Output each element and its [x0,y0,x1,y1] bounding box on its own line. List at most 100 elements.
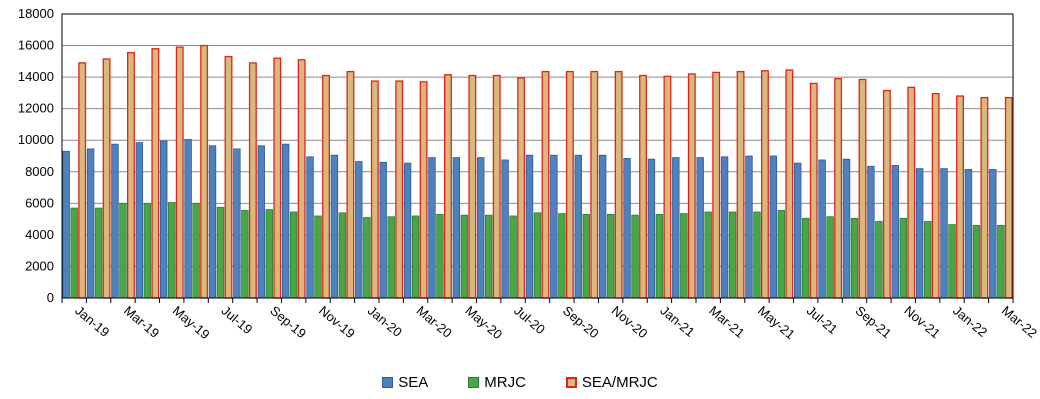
bar-mrjc [363,217,371,299]
bar-mrjc [728,211,737,299]
x-tick-label: Nov-21 [901,303,943,341]
bar-sea [867,165,875,299]
bar-mrjc [387,216,395,299]
x-tick-label: May-20 [462,303,505,342]
bar-sea [111,143,119,299]
bar-sea-mrjc [882,89,891,299]
bar-sea-mrjc [322,74,330,299]
bar-sea-mrjc [102,58,111,299]
bar-mrjc [606,213,615,299]
bar-mrjc [631,214,639,299]
bar-sea-mrjc [565,70,574,299]
bar-sea-mrjc [712,71,721,299]
legend-swatch-sea-mrjc [565,377,577,388]
axes [61,13,1014,303]
bar-mrjc [850,217,859,299]
bar-sea-mrjc [444,74,452,299]
bar-mrjc [899,217,907,299]
bar-sea-mrjc [541,70,550,299]
bar-mrjc [509,215,517,299]
bar-sea [403,162,412,299]
bar-sea [452,157,461,299]
y-tick-label: 18000 [18,6,54,21]
bar-mrjc [119,202,127,299]
bar-sea [842,158,851,299]
legend-item-sea-mrjc: SEA/MRJC [565,374,658,391]
bar-mrjc [94,207,103,299]
plot-area-border [61,13,1014,299]
x-tick-label: Jan-22 [950,303,990,340]
bar-sea-mrjc [395,80,404,299]
x-tick-label: Nov-20 [609,303,651,341]
bar-sea [184,139,192,299]
bar-sea-mrjc [809,82,818,299]
bar-mrjc [655,213,664,299]
bar-sea [257,145,265,299]
bar-sea [501,159,509,299]
bar-mrjc [777,210,786,299]
bar-sea [477,157,485,299]
bar-sea [550,154,558,299]
bar-sea-mrjc [200,44,209,299]
bar-sea-mrjc [78,62,87,299]
x-tick-label: May-19 [170,303,213,342]
bar-sea-mrjc [931,93,940,299]
bars [62,44,1013,299]
bar-mrjc [289,211,298,299]
bar-sea-mrjc [980,96,989,299]
bar-sea [769,155,778,299]
bar-mrjc [485,214,493,299]
bar-sea [525,154,534,299]
bar-sea-mrjc [1004,96,1013,299]
bar-mrjc [192,202,200,299]
bar-sea [135,142,144,299]
bar-sea-mrjc [419,81,428,299]
legend-swatch-sea [382,377,394,388]
bar-sea [208,145,217,299]
bar-mrjc [338,212,347,299]
bar-mrjc [972,225,981,299]
x-tick-label: Mar-22 [999,303,1040,341]
bar-sea-mrjc [175,46,184,299]
bar-mrjc [168,202,176,299]
bar-mrjc [997,225,1005,299]
bar-mrjc [948,224,956,299]
bar-mrjc [875,221,883,299]
bar-sea-mrjc [492,74,501,299]
bar-sea [720,156,729,299]
x-tick-label: Sep-20 [560,303,602,341]
bar-sea [62,150,70,299]
bar-mrjc [216,206,225,299]
y-tick-label: 14000 [18,69,54,84]
bar-mrjc [436,213,444,299]
bar-sea-mrjc [224,55,233,299]
bar-sea [647,158,656,299]
bar-sea-mrjc [370,80,379,299]
bar-sea-mrjc [517,77,526,299]
x-tick-label: Sep-19 [267,303,309,341]
bar-sea-mrjc [785,69,794,299]
bar-sea [428,157,436,299]
bar-mrjc [826,216,834,299]
legend-swatch-mrjc [468,377,480,388]
legend-item-mrjc: MRJC [468,374,526,391]
bar-sea [794,162,802,299]
bar-mrjc [314,215,322,299]
bar-mrjc [704,211,712,299]
bar-sea [330,154,339,299]
bar-sea-mrjc [736,70,745,299]
x-tick-label: Jul-20 [511,303,548,337]
x-tick-label: Mar-20 [414,303,455,341]
bar-mrjc [70,207,78,299]
bar-mrjc [558,213,566,299]
y-tick-label: 10000 [18,132,54,147]
bar-sea-mrjc [687,73,696,299]
bar-sea [598,154,607,299]
bar-sea-mrjc [297,59,306,299]
bar-sea-mrjc [834,78,843,299]
bar-mrjc [533,212,542,299]
y-tick-label: 16000 [18,38,54,53]
bar-sea-mrjc [663,75,672,299]
bar-sea [86,148,95,299]
